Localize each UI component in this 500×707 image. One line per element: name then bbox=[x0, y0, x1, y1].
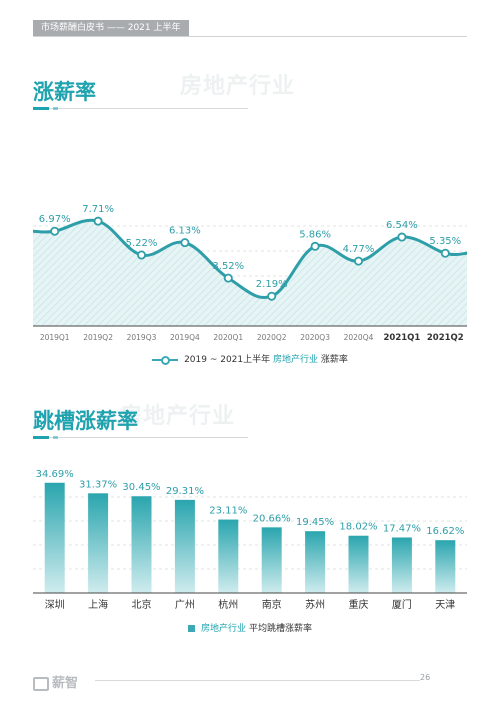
bar-data-label: 29.31% bbox=[166, 486, 204, 497]
line-tick-label: 2019Q4 bbox=[170, 333, 200, 342]
line-data-label: 3.52% bbox=[212, 261, 244, 272]
line-point bbox=[136, 250, 146, 260]
line-data-label: 5.35% bbox=[429, 236, 461, 247]
bar-tick-label: 重庆 bbox=[349, 598, 369, 611]
line-point bbox=[180, 238, 190, 248]
bar-data-label: 20.66% bbox=[253, 513, 291, 524]
bar-data-label: 30.45% bbox=[122, 482, 160, 493]
line-point bbox=[50, 226, 60, 236]
bar-tick-label: 北京 bbox=[132, 598, 152, 611]
line-data-label: 6.97% bbox=[39, 214, 71, 225]
section1-title-accent-dot bbox=[53, 107, 58, 110]
section1-ghost-text: 房地产行业 bbox=[180, 74, 296, 99]
bar-data-label: 31.37% bbox=[79, 479, 117, 490]
bar-legend-marker-icon bbox=[188, 625, 196, 632]
footer-logo-icon bbox=[33, 676, 49, 691]
bar-data-label: 19.45% bbox=[296, 517, 334, 528]
line-legend-suffix: 涨薪率 bbox=[320, 355, 348, 365]
section2-title-rule bbox=[33, 437, 248, 438]
line-chart: 6.97% 2019Q1 7.71% 2019Q2 5.22% 2019Q3 6.13% 20… bbox=[32, 204, 468, 343]
line-tick-label: 2020Q4 bbox=[344, 333, 374, 342]
section1-title-rule bbox=[33, 108, 248, 109]
line-tick-label: 2019Q1 bbox=[40, 333, 70, 342]
bar bbox=[218, 519, 239, 593]
line-point bbox=[267, 291, 277, 301]
bar bbox=[435, 540, 456, 593]
line-tick-label: 2019Q2 bbox=[83, 333, 113, 342]
line-area-fill bbox=[33, 220, 467, 326]
bar bbox=[131, 496, 152, 593]
line-data-label: 6.13% bbox=[169, 226, 201, 237]
line-data-label: 5.86% bbox=[299, 229, 331, 240]
line-point bbox=[353, 256, 363, 266]
section1-title-accent bbox=[33, 107, 49, 110]
section1-title: 涨薪率 bbox=[33, 80, 96, 104]
page-number: 26 bbox=[420, 673, 431, 682]
bar-tick-label: 南京 bbox=[262, 598, 282, 611]
section2-ghost-text: 房地产行业 bbox=[120, 404, 236, 429]
section2-title: 跳槽涨薪率 bbox=[33, 409, 138, 433]
bar bbox=[348, 535, 369, 593]
bar-data-label: 23.11% bbox=[209, 506, 247, 517]
bar-data-label: 17.47% bbox=[383, 523, 421, 534]
bar-data-label: 16.62% bbox=[426, 526, 464, 537]
bar-chart-legend: 房地产行业 平均跳槽涨薪率 bbox=[0, 621, 500, 634]
bar bbox=[261, 527, 282, 593]
bar-tick-label: 广州 bbox=[175, 599, 195, 611]
bar bbox=[44, 482, 65, 593]
footer-logo: 薪智 bbox=[33, 672, 78, 691]
line-tick-label: 2020Q2 bbox=[257, 333, 287, 342]
section2-title-accent-dot bbox=[53, 436, 58, 439]
footer-logo-text: 薪智 bbox=[52, 676, 79, 691]
bar-data-label: 34.69% bbox=[36, 469, 74, 480]
footer-rule bbox=[95, 680, 420, 681]
line-tick-label: 2019Q3 bbox=[127, 333, 157, 342]
line-tick-label: 2021Q1 bbox=[383, 333, 420, 343]
line-tick-label: 2021Q2 bbox=[427, 333, 464, 343]
bar-data-label: 18.02% bbox=[339, 522, 377, 533]
header-rule bbox=[33, 36, 467, 37]
line-point bbox=[397, 232, 407, 242]
bar bbox=[174, 499, 195, 593]
line-data-label: 6.54% bbox=[386, 220, 418, 231]
bar bbox=[305, 531, 326, 593]
line-legend-prefix: 2019 ~ 2021上半年 bbox=[184, 355, 271, 365]
line-tick-label: 2020Q3 bbox=[300, 333, 330, 342]
header-tag: 市场薪酬白皮书 —— 2021 上半年 bbox=[33, 20, 189, 37]
bar-tick-label: 上海 bbox=[88, 598, 108, 611]
line-point bbox=[440, 248, 450, 258]
line-legend-highlight: 房地产行业 bbox=[273, 355, 319, 365]
line-legend-marker-icon bbox=[152, 355, 179, 365]
line-point bbox=[93, 216, 103, 226]
line-point bbox=[223, 273, 233, 283]
bar-tick-label: 厦门 bbox=[392, 598, 412, 611]
line-point bbox=[310, 241, 320, 251]
section2-title-accent bbox=[33, 436, 49, 439]
bar bbox=[88, 493, 109, 593]
line-data-label: 2.19% bbox=[256, 279, 288, 290]
bar-legend-highlight: 房地产行业 bbox=[201, 624, 247, 634]
bar-tick-label: 杭州 bbox=[218, 598, 238, 611]
bar-chart: 34.69% 深圳 31.37% 上海 30.45% 北京 29.31% 广州 23.11% 杭州… bbox=[33, 469, 467, 611]
line-chart-legend: 2019 ~ 2021上半年 房地产行业 涨薪率 bbox=[0, 352, 500, 365]
bar-tick-label: 天津 bbox=[435, 599, 455, 611]
bar-tick-label: 深圳 bbox=[45, 599, 65, 611]
line-data-label: 4.77% bbox=[343, 244, 375, 255]
line-data-label: 5.22% bbox=[126, 238, 158, 249]
bar bbox=[391, 537, 412, 593]
bar-tick-label: 苏州 bbox=[305, 598, 325, 611]
line-data-label: 7.71% bbox=[82, 204, 114, 215]
line-tick-label: 2020Q1 bbox=[213, 333, 243, 342]
bar-legend-suffix: 平均跳槽涨薪率 bbox=[248, 624, 312, 634]
